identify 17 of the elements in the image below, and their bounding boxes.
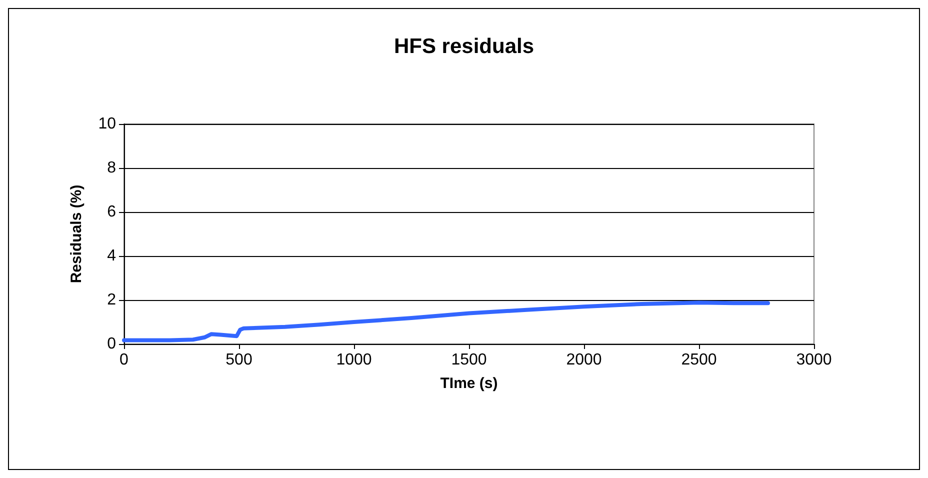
line-series bbox=[122, 300, 770, 342]
y-tick-label: 6 bbox=[107, 204, 116, 220]
y-tick-label: 8 bbox=[107, 160, 116, 176]
x-axis-title: TIme (s) bbox=[440, 375, 498, 392]
x-tick-label: 2500 bbox=[681, 352, 717, 368]
chart-title: HFS residuals bbox=[394, 35, 534, 58]
y-axis-title: Residuals (%) bbox=[68, 184, 85, 284]
y-tick-label: 4 bbox=[107, 248, 116, 264]
x-tick-label: 0 bbox=[120, 352, 129, 368]
x-tick-label: 1500 bbox=[451, 352, 487, 368]
y-tick-label: 0 bbox=[107, 336, 116, 352]
x-tick-label: 1000 bbox=[336, 352, 372, 368]
y-tick-label: 2 bbox=[107, 292, 116, 308]
x-tick-label: 2000 bbox=[566, 352, 602, 368]
x-tick-label: 3000 bbox=[796, 352, 832, 368]
x-tick-label: 500 bbox=[226, 352, 252, 368]
y-tick-label: 10 bbox=[98, 116, 116, 132]
